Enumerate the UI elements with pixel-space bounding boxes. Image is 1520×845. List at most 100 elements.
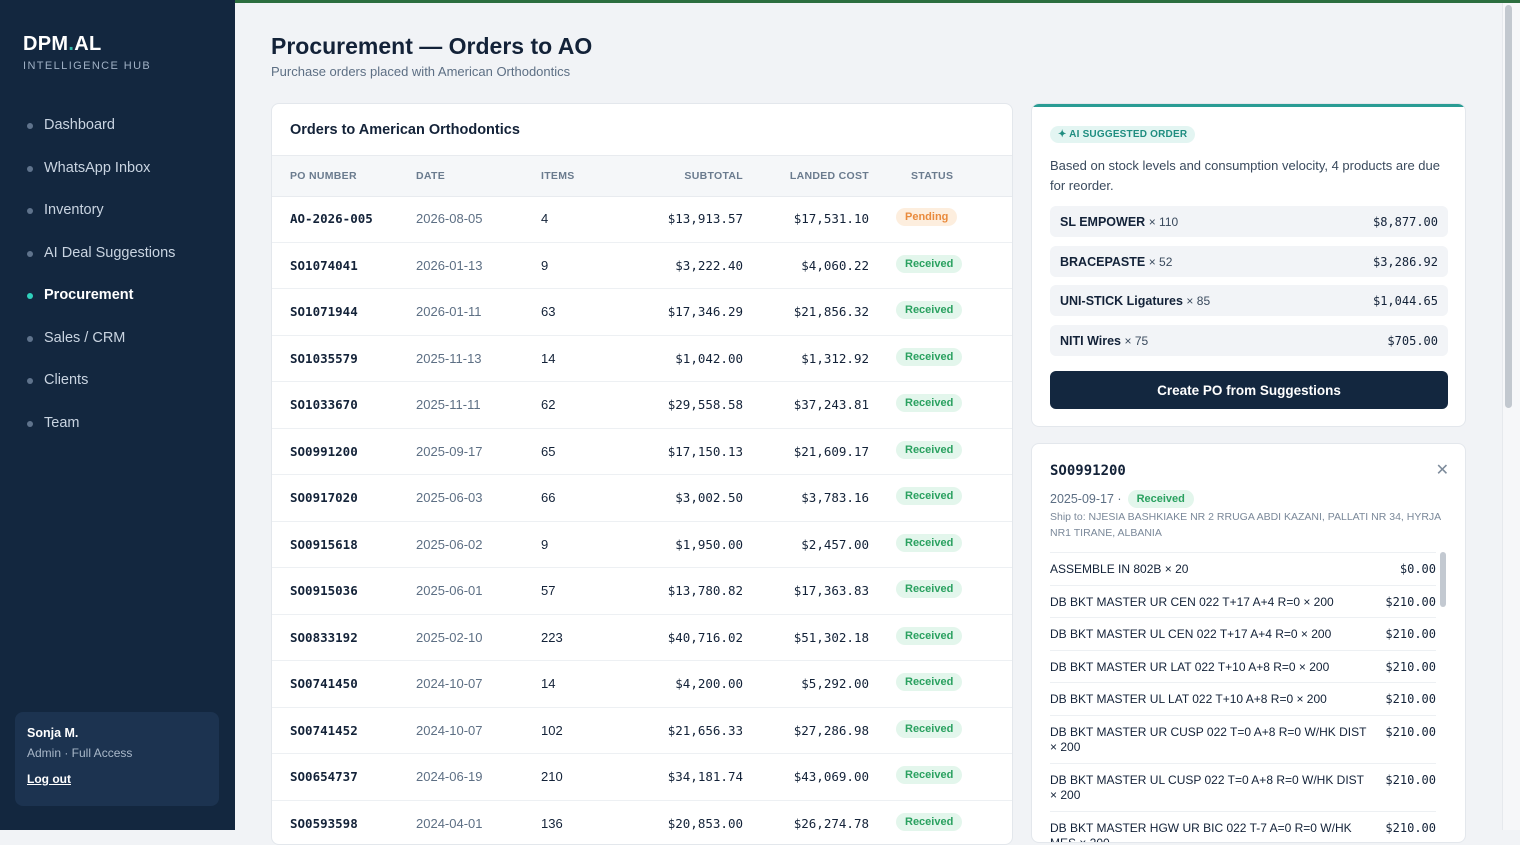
sidebar-item-dashboard[interactable]: Dashboard — [0, 104, 235, 147]
detail-scrollbar[interactable] — [1440, 552, 1446, 607]
ai-description: Based on stock levels and consumption ve… — [1050, 156, 1450, 195]
po-number[interactable]: SO0741452 — [290, 723, 358, 738]
line-item-description: DB BKT MASTER UR CUSP 022 T=0 A+8 R=0 W/… — [1050, 716, 1368, 763]
po-number[interactable]: SO0654737 — [290, 769, 358, 784]
main-content: Procurement — Orders to AO Purchase orde… — [235, 3, 1502, 830]
po-number[interactable]: SO0917020 — [290, 490, 358, 505]
suggestion-item: NITI Wires × 75$705.00 — [1050, 325, 1448, 356]
suggestion-item: SL EMPOWER × 110$8,877.00 — [1050, 206, 1448, 237]
suggestion-price: $8,877.00 — [1373, 215, 1438, 229]
sidebar-item-procurement[interactable]: Procurement — [0, 274, 235, 317]
po-number[interactable]: SO0991200 — [290, 444, 358, 459]
ai-card-accent — [1032, 104, 1466, 107]
column-header-date[interactable]: DATE — [416, 170, 445, 182]
nav-bullet-icon — [27, 208, 33, 214]
status-cell: Received — [896, 441, 962, 459]
status-cell: Received — [896, 534, 962, 552]
status-badge: Received — [896, 580, 962, 598]
suggestion-qty: × 110 — [1149, 215, 1178, 229]
sidebar-item-clients[interactable]: Clients — [0, 359, 235, 402]
po-number[interactable]: SO1035579 — [290, 351, 358, 366]
status-badge: Received — [896, 348, 962, 366]
status-badge: Received — [896, 255, 962, 273]
status-badge: Received — [896, 441, 962, 459]
order-subtotal: $40,716.02 — [668, 630, 743, 645]
column-header-items[interactable]: ITEMS — [541, 170, 575, 182]
po-number[interactable]: SO0915036 — [290, 583, 358, 598]
create-po-button[interactable]: Create PO from Suggestions — [1050, 371, 1448, 409]
line-item-description: DB BKT MASTER UL CUSP 022 T=0 A+8 R=0 W/… — [1050, 764, 1368, 811]
order-items: 210 — [541, 769, 563, 784]
po-number[interactable]: SO1074041 — [290, 258, 358, 273]
order-date: 2026-01-13 — [416, 258, 483, 273]
status-cell: Received — [896, 813, 962, 831]
po-number[interactable]: AO-2026-005 — [290, 211, 373, 226]
sidebar-item-whatsapp-inbox[interactable]: WhatsApp Inbox — [0, 147, 235, 190]
logout-link[interactable]: Log out — [27, 772, 71, 786]
nav-bullet-icon — [27, 378, 33, 384]
line-item: ASSEMBLE IN 802B × 20$0.00 — [1050, 553, 1436, 586]
order-items: 63 — [541, 304, 555, 319]
brand-logo[interactable]: DPM.AL — [23, 33, 101, 56]
order-items: 223 — [541, 630, 563, 645]
order-items: 9 — [541, 537, 548, 552]
sidebar-item-label: WhatsApp Inbox — [44, 160, 150, 176]
order-subtotal: $1,950.00 — [675, 537, 743, 552]
sidebar-item-sales-crm[interactable]: Sales / CRM — [0, 317, 235, 360]
order-landed-cost: $17,363.83 — [794, 583, 869, 598]
order-items: 102 — [541, 723, 563, 738]
order-subtotal: $1,042.00 — [675, 351, 743, 366]
line-item-description: DB BKT MASTER UL CEN 022 T+17 A+4 R=0 × … — [1050, 618, 1368, 650]
status-badge: Received — [896, 813, 962, 831]
po-number[interactable]: SO1033670 — [290, 397, 358, 412]
sidebar-item-ai-deal-suggestions[interactable]: AI Deal Suggestions — [0, 232, 235, 275]
order-items: 4 — [541, 211, 548, 226]
status-badge: Received — [896, 673, 962, 691]
po-number[interactable]: SO0833192 — [290, 630, 358, 645]
po-number[interactable]: SO0593598 — [290, 816, 358, 831]
column-header-subtotal[interactable]: SUBTOTAL — [684, 170, 743, 182]
column-header-landed-cost[interactable]: LANDED COST — [790, 170, 869, 182]
order-landed-cost: $4,060.22 — [801, 258, 869, 273]
line-item: DB BKT MASTER HGW UR BIC 022 T-7 A=0 R=0… — [1050, 812, 1436, 844]
line-item-description: DB BKT MASTER UR LAT 022 T+10 A+8 R=0 × … — [1050, 651, 1368, 683]
status-cell: Received — [896, 301, 962, 319]
order-date: 2024-10-07 — [416, 676, 483, 691]
line-item: DB BKT MASTER UR LAT 022 T+10 A+8 R=0 × … — [1050, 651, 1436, 684]
orders-card: Orders to American Orthodontics PO NUMBE… — [271, 103, 1013, 845]
suggestion-qty: × 52 — [1149, 255, 1173, 269]
status-badge: Received — [896, 766, 962, 784]
order-items: 66 — [541, 490, 555, 505]
po-number[interactable]: SO0915618 — [290, 537, 358, 552]
line-item: DB BKT MASTER UL CUSP 022 T=0 A+8 R=0 W/… — [1050, 764, 1436, 812]
page-scrollbar[interactable] — [1502, 3, 1520, 830]
po-number[interactable]: SO1071944 — [290, 304, 358, 319]
sidebar-item-label: Team — [44, 415, 79, 431]
po-number[interactable]: SO0741450 — [290, 676, 358, 691]
order-subtotal: $3,002.50 — [675, 490, 743, 505]
column-header-po[interactable]: PO NUMBER — [290, 170, 357, 182]
order-items: 9 — [541, 258, 548, 273]
close-icon[interactable]: ✕ — [1436, 460, 1449, 480]
sidebar-item-team[interactable]: Team — [0, 402, 235, 445]
suggestion-product: UNI-STICK Ligatures × 85 — [1060, 294, 1210, 308]
column-header-status[interactable]: STATUS — [911, 170, 953, 182]
page-scrollbar-thumb[interactable] — [1505, 5, 1512, 408]
suggestion-item: UNI-STICK Ligatures × 85$1,044.65 — [1050, 285, 1448, 316]
sidebar-item-inventory[interactable]: Inventory — [0, 189, 235, 232]
